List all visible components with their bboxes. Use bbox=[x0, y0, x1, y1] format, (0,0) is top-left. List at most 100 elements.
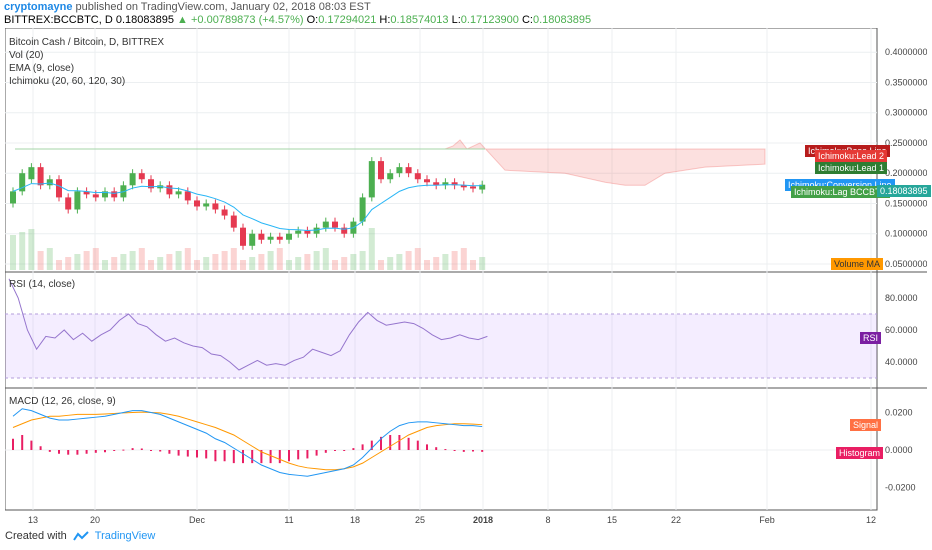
histogram-bar bbox=[380, 436, 382, 450]
candle bbox=[313, 227, 320, 234]
histogram-bar bbox=[361, 444, 364, 450]
legend-ichimoku[interactable]: Ichimoku (20, 60, 120, 30) bbox=[9, 76, 126, 87]
histogram-bar bbox=[113, 450, 116, 451]
macd-tick-label: 0.0200 bbox=[885, 408, 913, 418]
main-legend: Bitcoin Cash / Bitcoin, D, BITTREX Vol (… bbox=[9, 36, 164, 88]
candle bbox=[19, 173, 26, 192]
candle bbox=[322, 221, 329, 228]
candle bbox=[258, 233, 265, 240]
volume-bar bbox=[249, 257, 256, 270]
high-value: 0.18574013 bbox=[390, 14, 449, 26]
histogram-bar bbox=[306, 450, 309, 459]
time-tick-label: 25 bbox=[415, 515, 425, 525]
volume-bar bbox=[65, 257, 72, 270]
rsi-tick-label: 60.0000 bbox=[885, 325, 918, 335]
histogram-bar bbox=[288, 450, 290, 462]
volume-bar bbox=[359, 251, 366, 270]
volume-bar bbox=[129, 251, 136, 270]
lead1-tag: Ichimoku:Lead 1 bbox=[815, 162, 888, 174]
time-tick-label: 8 bbox=[545, 515, 550, 525]
volume-bar bbox=[258, 254, 265, 270]
macd-tick-label: -0.0200 bbox=[885, 483, 916, 493]
volume-bar bbox=[221, 251, 228, 270]
time-tick-label: 12 bbox=[866, 515, 876, 525]
histogram-bar bbox=[21, 435, 24, 450]
legend-ema[interactable]: EMA (9, close) bbox=[9, 63, 75, 74]
histogram-bar bbox=[58, 450, 60, 454]
volume-bar bbox=[276, 248, 283, 270]
candle bbox=[387, 173, 394, 180]
time-tick-label: 22 bbox=[671, 515, 681, 525]
volume-bar bbox=[212, 254, 219, 270]
candle bbox=[92, 194, 99, 198]
candle bbox=[129, 173, 136, 186]
volume-bar bbox=[194, 260, 200, 270]
candle bbox=[184, 191, 191, 201]
candle bbox=[10, 191, 16, 204]
histogram-bar bbox=[159, 450, 162, 452]
candle bbox=[111, 191, 118, 198]
macd-line bbox=[12, 408, 483, 477]
rsi-legend[interactable]: RSI (14, close) bbox=[9, 279, 76, 290]
volume-bar bbox=[230, 248, 237, 270]
volume-bar bbox=[396, 254, 403, 270]
volume-bar bbox=[387, 257, 394, 270]
volume-bar bbox=[267, 251, 274, 270]
candle bbox=[83, 191, 90, 195]
histogram-bar bbox=[48, 450, 51, 452]
histogram-bar bbox=[315, 450, 318, 456]
published-text: published on TradingView.com, January 02… bbox=[75, 1, 371, 13]
volume-bar bbox=[92, 248, 99, 270]
histogram-bar bbox=[269, 450, 272, 464]
candle bbox=[433, 182, 440, 186]
volume-bar bbox=[405, 251, 412, 270]
candle bbox=[221, 209, 228, 216]
histogram-bar bbox=[324, 450, 327, 453]
up-arrow-icon: ▲ bbox=[177, 14, 188, 26]
histogram-bar bbox=[242, 450, 244, 464]
candle bbox=[212, 203, 219, 210]
candle bbox=[194, 200, 200, 207]
legend-vol[interactable]: Vol (20) bbox=[9, 50, 44, 61]
volume-bar bbox=[433, 257, 440, 270]
time-tick-label: 11 bbox=[284, 515, 293, 525]
histogram-bar bbox=[177, 450, 180, 456]
publish-header: cryptomayne published on TradingView.com… bbox=[4, 1, 371, 13]
macd-legend[interactable]: MACD (12, 26, close, 9) bbox=[9, 396, 116, 407]
price-change: +0.00789873 (+4.57%) bbox=[191, 14, 304, 26]
volume-bar bbox=[322, 248, 329, 270]
volume-bar bbox=[138, 248, 145, 270]
volume-bar bbox=[102, 260, 108, 270]
author-name[interactable]: cryptomayne bbox=[4, 1, 73, 13]
histogram-bar bbox=[481, 450, 484, 452]
candle bbox=[424, 179, 430, 183]
histogram-bar bbox=[435, 447, 438, 450]
histogram-bar bbox=[343, 450, 346, 451]
histogram-bar bbox=[416, 440, 419, 450]
candle bbox=[46, 179, 53, 186]
volume-bar bbox=[479, 257, 486, 270]
volume-bar bbox=[341, 257, 348, 270]
volume-bar bbox=[83, 251, 90, 270]
main-legend-title: Bitcoin Cash / Bitcoin, D, BITTREX bbox=[9, 37, 165, 48]
rsi-tag: RSI bbox=[860, 332, 882, 344]
candle bbox=[249, 233, 256, 246]
histogram-bar bbox=[251, 450, 254, 464]
tradingview-logo-icon bbox=[72, 531, 89, 541]
volume-bar bbox=[378, 260, 384, 270]
histogram-bar bbox=[131, 448, 134, 450]
candle bbox=[148, 179, 154, 189]
open-label: O: bbox=[306, 14, 319, 26]
volume-bar bbox=[414, 248, 421, 270]
volume-bar bbox=[203, 257, 210, 270]
signal-line bbox=[12, 411, 483, 471]
candle bbox=[28, 167, 35, 180]
candle bbox=[286, 233, 292, 240]
rsi-pane bbox=[5, 278, 877, 379]
volume-bar bbox=[451, 251, 458, 270]
tradingview-brand[interactable]: TradingView bbox=[94, 530, 156, 542]
candle bbox=[102, 191, 108, 198]
